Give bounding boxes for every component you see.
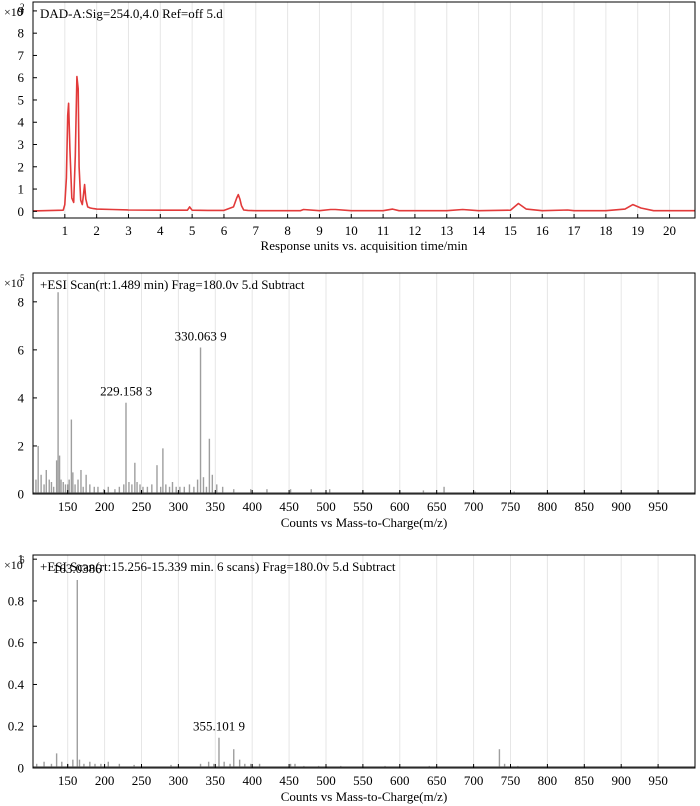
x-tick-label-11: 700 bbox=[464, 499, 484, 514]
y-tick-label-5: 5 bbox=[18, 92, 25, 107]
y-tick-label-6: 6 bbox=[18, 70, 25, 85]
y-tick-label-9: 9 bbox=[18, 3, 25, 18]
x-tick-label-6: 450 bbox=[279, 773, 299, 788]
plot-frame bbox=[32, 554, 696, 769]
y-tick-label-4: 0.8 bbox=[8, 593, 24, 608]
x-tick-label-16: 950 bbox=[648, 773, 668, 788]
chart-panel-2: 150 200 250 300 350 400 450 500 550 600 650 700 750 8… bbox=[4, 272, 696, 530]
x-axis-label: Response units vs. acquisition time/min bbox=[261, 238, 468, 253]
x-tick-label-5: 6 bbox=[221, 223, 228, 238]
x-tick-label-10: 11 bbox=[377, 223, 390, 238]
peak-annotation-0: 163.0386 bbox=[53, 561, 102, 576]
x-tick-label-3: 4 bbox=[157, 223, 164, 238]
chart-title: +ESI Scan(rt:1.489 min) Frag=180.0v 5.d … bbox=[40, 277, 305, 292]
chart-title: DAD-A:Sig=254.0,4.0 Ref=off 5.d bbox=[40, 6, 223, 21]
x-tick-label-16: 950 bbox=[648, 499, 668, 514]
y-multiplier-exponent: 6 bbox=[20, 555, 25, 565]
y-tick-label-3: 0.6 bbox=[8, 635, 25, 650]
y-tick-label-7: 7 bbox=[18, 48, 25, 63]
x-tick-label-3: 300 bbox=[169, 499, 189, 514]
x-tick-label-10: 650 bbox=[427, 499, 447, 514]
x-tick-label-2: 250 bbox=[132, 499, 152, 514]
x-tick-label-15: 900 bbox=[611, 499, 631, 514]
y-multiplier: ×10 bbox=[4, 5, 23, 19]
chart-title: +ESI Scan(rt:15.256-15.339 min. 6 scans)… bbox=[40, 559, 396, 574]
peak-annotation-0: 330.063 9 bbox=[175, 328, 227, 343]
x-tick-label-9: 600 bbox=[390, 499, 410, 514]
x-tick-label-3: 300 bbox=[169, 773, 189, 788]
peak-annotation-1: 355.101 9 bbox=[193, 719, 245, 734]
x-tick-label-12: 13 bbox=[440, 223, 453, 238]
x-tick-label-9: 10 bbox=[345, 223, 358, 238]
x-tick-label-12: 750 bbox=[501, 499, 521, 514]
x-tick-label-4: 350 bbox=[206, 499, 226, 514]
x-tick-label-15: 900 bbox=[611, 773, 631, 788]
y-tick-label-1: 2 bbox=[18, 438, 25, 453]
y-tick-label-3: 6 bbox=[18, 342, 25, 357]
y-tick-label-4: 4 bbox=[18, 115, 25, 130]
y-tick-label-0: 0 bbox=[18, 761, 25, 776]
x-axis-label: Counts vs Mass-to-Charge(m/z) bbox=[281, 515, 448, 530]
x-tick-label-6: 7 bbox=[253, 223, 260, 238]
x-tick-label-8: 9 bbox=[316, 223, 323, 238]
y-tick-label-1: 0.2 bbox=[8, 719, 24, 734]
y-multiplier: ×10 bbox=[4, 558, 23, 572]
x-tick-label-14: 850 bbox=[575, 499, 595, 514]
y-tick-label-3: 3 bbox=[18, 137, 25, 152]
x-tick-label-19: 20 bbox=[663, 223, 676, 238]
x-tick-label-6: 450 bbox=[279, 499, 299, 514]
x-tick-label-7: 500 bbox=[316, 499, 336, 514]
x-tick-label-16: 17 bbox=[568, 223, 582, 238]
y-tick-label-1: 1 bbox=[18, 182, 25, 197]
x-tick-label-10: 650 bbox=[427, 773, 447, 788]
y-multiplier-exponent: 5 bbox=[20, 273, 25, 283]
chart-panel-1: 1 2 3 4 5 6 7 8 9 10 11 12 13 14 15 16 17 18 19 20012345678… bbox=[4, 1, 696, 253]
x-axis-label: Counts vs Mass-to-Charge(m/z) bbox=[281, 789, 448, 804]
x-tick-label-2: 250 bbox=[132, 773, 152, 788]
x-tick-label-0: 1 bbox=[62, 223, 69, 238]
x-tick-label-14: 850 bbox=[575, 773, 595, 788]
y-tick-label-2: 2 bbox=[18, 159, 25, 174]
x-tick-label-15: 16 bbox=[536, 223, 550, 238]
x-tick-label-7: 8 bbox=[284, 223, 291, 238]
x-tick-label-9: 600 bbox=[390, 773, 410, 788]
x-tick-label-8: 550 bbox=[353, 773, 373, 788]
y-multiplier-exponent: 2 bbox=[20, 2, 25, 12]
chromatogram-trace bbox=[32, 75, 695, 212]
y-tick-label-5: 1 bbox=[18, 552, 25, 567]
x-tick-label-4: 5 bbox=[189, 223, 196, 238]
x-tick-label-7: 500 bbox=[316, 773, 336, 788]
y-tick-label-4: 8 bbox=[18, 294, 25, 309]
x-tick-label-13: 800 bbox=[538, 773, 558, 788]
x-tick-label-8: 550 bbox=[353, 499, 373, 514]
y-tick-label-0: 0 bbox=[18, 487, 25, 502]
x-tick-label-1: 2 bbox=[93, 223, 100, 238]
x-tick-label-18: 19 bbox=[631, 223, 644, 238]
x-tick-label-0: 150 bbox=[58, 773, 78, 788]
x-tick-label-13: 14 bbox=[472, 223, 486, 238]
y-tick-label-2: 4 bbox=[18, 390, 25, 405]
x-tick-label-11: 12 bbox=[408, 223, 421, 238]
x-tick-label-13: 800 bbox=[538, 499, 558, 514]
x-tick-label-5: 400 bbox=[242, 773, 262, 788]
plot-frame bbox=[32, 272, 696, 495]
x-tick-label-2: 3 bbox=[125, 223, 132, 238]
x-tick-label-0: 150 bbox=[58, 499, 78, 514]
x-tick-label-1: 200 bbox=[95, 773, 115, 788]
y-multiplier: ×10 bbox=[4, 276, 23, 290]
x-tick-label-11: 700 bbox=[464, 773, 484, 788]
peak-annotation-1: 229.158 3 bbox=[100, 384, 152, 399]
x-tick-label-12: 750 bbox=[501, 773, 521, 788]
y-tick-label-2: 0.4 bbox=[8, 677, 25, 692]
plot-frame bbox=[32, 1, 696, 219]
x-tick-label-4: 350 bbox=[206, 773, 226, 788]
x-tick-label-17: 18 bbox=[599, 223, 612, 238]
x-tick-label-1: 200 bbox=[95, 499, 115, 514]
y-tick-label-8: 8 bbox=[18, 26, 25, 41]
y-tick-label-0: 0 bbox=[18, 204, 25, 219]
x-tick-label-5: 400 bbox=[242, 499, 262, 514]
chart-panel-3: 150 200 250 300 350 400 450 500 550 600 650 700 750 8… bbox=[4, 552, 696, 804]
x-tick-label-14: 15 bbox=[504, 223, 517, 238]
